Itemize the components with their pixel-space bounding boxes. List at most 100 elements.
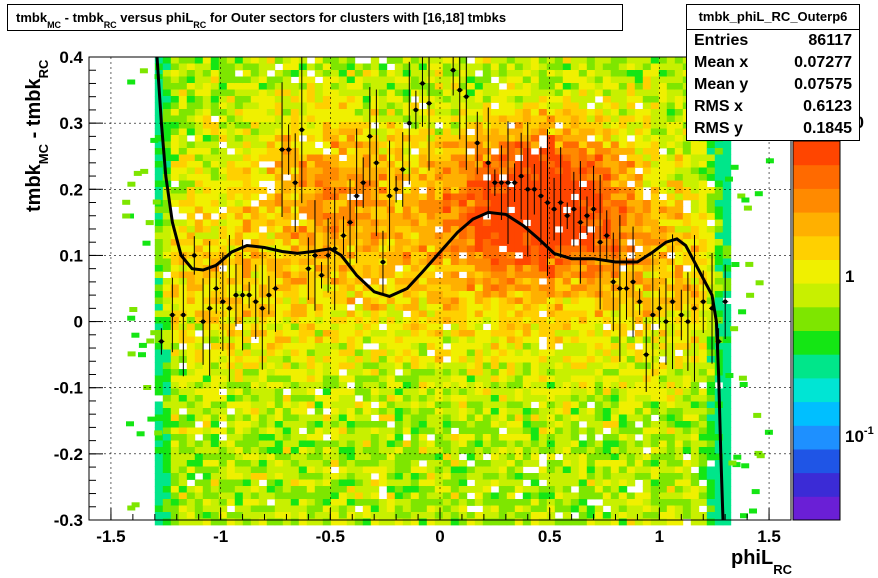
heatmap-cell	[282, 83, 292, 90]
heatmap-cell	[330, 382, 340, 389]
heatmap-cell	[594, 427, 604, 435]
heatmap-cell	[650, 362, 660, 370]
heatmap-cell	[530, 284, 540, 292]
heatmap-cell	[178, 434, 188, 441]
heatmap-cell	[514, 395, 524, 402]
heatmap-cell	[410, 349, 420, 357]
heatmap-cell	[266, 414, 276, 422]
heatmap-cell	[170, 83, 180, 90]
heatmap-cell	[282, 232, 292, 240]
heatmap-cell	[474, 434, 484, 441]
heatmap-cell	[226, 63, 236, 71]
heatmap-cell	[434, 492, 444, 500]
heatmap-cell	[386, 128, 396, 136]
heatmap-cell	[650, 408, 660, 415]
heatmap-cell	[618, 336, 628, 344]
heatmap-cell	[666, 148, 676, 155]
heatmap-cell	[306, 200, 316, 207]
heatmap-cell	[570, 356, 580, 363]
heatmap-cell	[498, 200, 508, 207]
heatmap-cell	[642, 76, 652, 84]
heatmap-cell	[210, 291, 220, 298]
heatmap-cell	[434, 499, 444, 506]
heatmap-cell	[133, 170, 142, 176]
heatmap-cell	[674, 128, 684, 136]
heatmap-cell	[714, 278, 724, 285]
heatmap-cell	[266, 492, 276, 500]
heatmap-cell	[546, 193, 556, 201]
heatmap-cell	[442, 193, 452, 201]
heatmap-cell	[514, 356, 524, 363]
heatmap-cell	[314, 109, 324, 116]
heatmap-cell	[658, 187, 668, 194]
heatmap-cell	[266, 297, 276, 305]
heatmap-cell	[634, 89, 644, 97]
heatmap-cell	[714, 206, 724, 214]
heatmap-cell	[698, 226, 708, 233]
heatmap-cell	[274, 271, 284, 279]
heatmap-cell	[674, 512, 684, 519]
heatmap-cell	[234, 401, 244, 409]
heatmap-cell	[450, 447, 460, 454]
heatmap-cell	[682, 512, 692, 519]
heatmap-cell	[242, 375, 252, 383]
heatmap-cell	[698, 460, 708, 467]
heatmap-cell	[506, 492, 516, 500]
heatmap-cell	[298, 167, 308, 175]
heatmap-cell	[370, 460, 380, 467]
heatmap-cell	[586, 382, 596, 389]
heatmap-cell	[346, 271, 356, 279]
heatmap-cell	[402, 141, 412, 149]
heatmap-cell	[522, 193, 532, 201]
heatmap-cell	[458, 83, 468, 90]
heatmap-cell	[186, 187, 196, 194]
heatmap-cell	[178, 427, 188, 435]
heatmap-cell	[538, 128, 548, 136]
heatmap-cell	[642, 382, 652, 389]
heatmap-cell	[226, 284, 236, 292]
heatmap-cell	[386, 440, 396, 448]
heatmap-cell	[234, 512, 244, 519]
heatmap-cell	[570, 187, 580, 194]
heatmap-cell	[266, 200, 276, 207]
heatmap-cell	[178, 180, 188, 188]
heatmap-cell	[274, 473, 284, 480]
heatmap-cell	[362, 115, 372, 123]
heatmap-cell	[218, 440, 228, 448]
heatmap-cell	[538, 440, 548, 448]
heatmap-cell	[242, 161, 252, 168]
heatmap-cell	[322, 336, 332, 344]
heatmap-cell	[602, 154, 612, 162]
heatmap-cell	[642, 375, 652, 383]
heatmap-cell	[474, 336, 484, 344]
heatmap-cell	[234, 226, 244, 233]
heatmap-cell	[370, 375, 380, 383]
heatmap-cell	[426, 76, 436, 84]
heatmap-cell	[618, 109, 628, 116]
heatmap-cell	[282, 89, 292, 97]
heatmap-cell	[314, 161, 324, 168]
heatmap-cell	[466, 109, 476, 116]
heatmap-cell	[394, 141, 404, 149]
heatmap-cell	[554, 401, 564, 409]
heatmap-cell	[186, 232, 196, 240]
heatmap-cell	[322, 284, 332, 292]
heatmap-cell	[434, 96, 444, 103]
heatmap-cell	[498, 375, 508, 383]
heatmap-cell	[690, 200, 700, 207]
heatmap-cell	[578, 102, 588, 110]
heatmap-cell	[346, 388, 356, 396]
heatmap-cell	[706, 167, 716, 175]
heatmap-cell	[682, 226, 692, 233]
heatmap-cell	[178, 479, 188, 487]
heatmap-cell	[578, 89, 588, 97]
heatmap-cell	[354, 278, 364, 285]
heatmap-cell	[290, 122, 300, 129]
heatmap-cell	[450, 304, 460, 311]
heatmap-cell	[698, 434, 708, 441]
heatmap-cell	[290, 336, 300, 344]
heatmap-cell	[370, 330, 380, 337]
heatmap-cell	[298, 336, 308, 344]
heatmap-cell	[410, 310, 420, 318]
heatmap-cell	[266, 349, 276, 357]
